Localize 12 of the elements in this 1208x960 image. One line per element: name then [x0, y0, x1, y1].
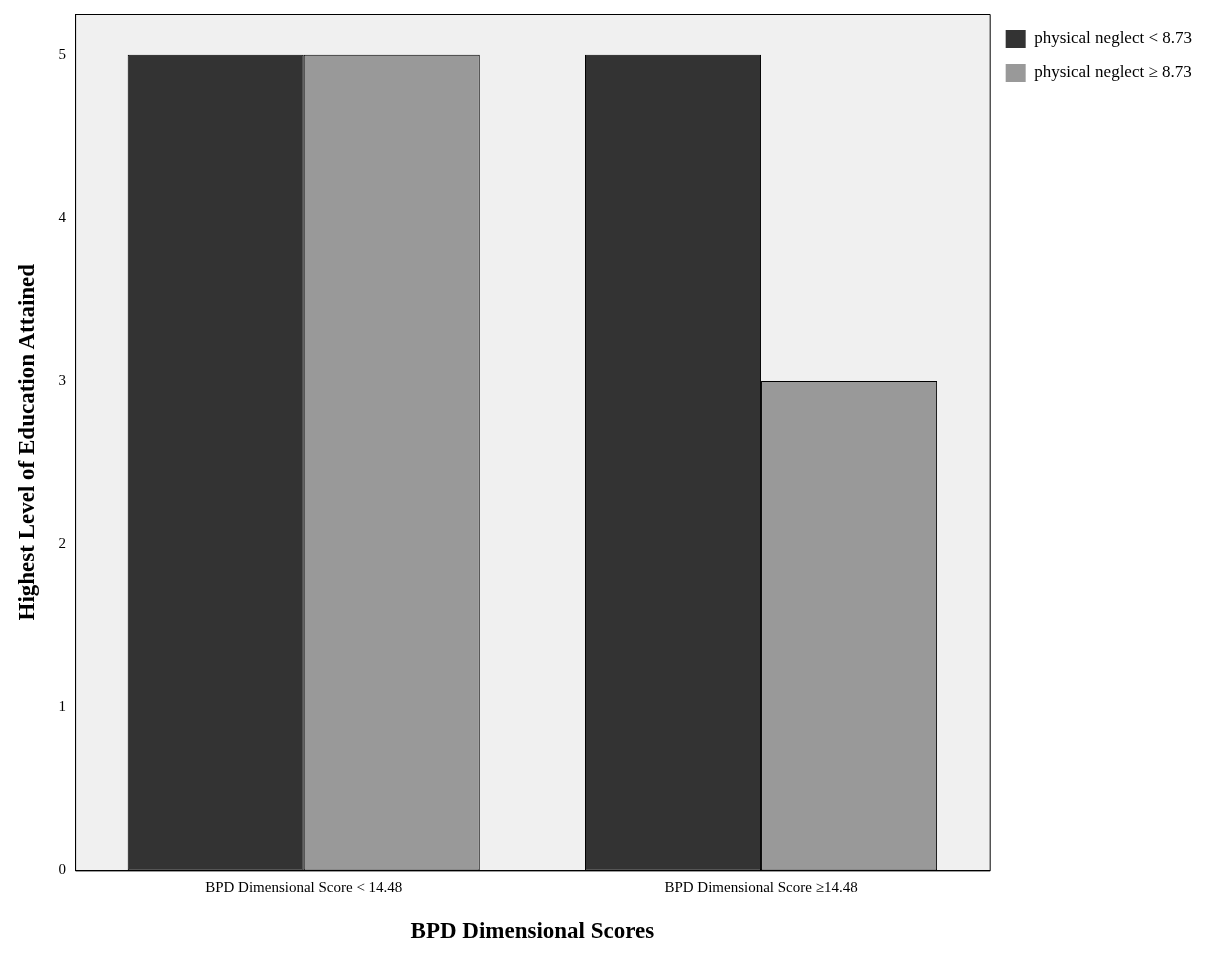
x-tick-label: BPD Dimensional Score ≥14.48: [664, 879, 858, 896]
legend-label: physical neglect ≥ 8.73: [1034, 62, 1192, 82]
y-tick-label: 1: [58, 698, 67, 715]
x-tick-label: BPD Dimensional Score < 14.48: [205, 879, 403, 896]
y-axis-title: Highest Level of Education Attained: [13, 263, 39, 621]
legend-label: physical neglect < 8.73: [1034, 28, 1193, 48]
y-tick-label: 0: [58, 861, 67, 878]
y-tick-label: 3: [58, 371, 67, 388]
y-tick-label: 4: [58, 208, 67, 225]
y-tick-label: 2: [58, 535, 67, 552]
x-axis-title: BPD Dimensional Scores: [410, 918, 655, 944]
y-tick-label: 5: [58, 45, 67, 62]
